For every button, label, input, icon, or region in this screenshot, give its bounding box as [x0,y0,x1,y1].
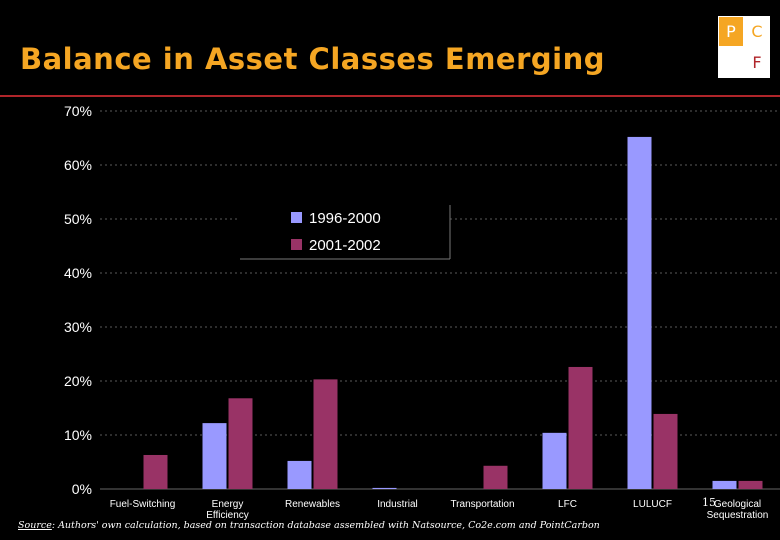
pcf-logo: P C F [718,16,770,78]
logo-letter-p: P [719,17,743,46]
x-category-label: Renewables [285,499,340,510]
bar-2001-2002-renewables [313,379,338,489]
y-tick-label: 30% [64,319,92,335]
y-tick-label: 20% [64,373,92,389]
y-tick-label: 70% [64,103,92,119]
bar-2001-2002-transportation [483,465,508,489]
source-note: Source: Authors' own calculation, based … [18,520,600,531]
bar-2001-2002-lfc [568,366,593,489]
bar-2001-2002-energy-efficiency [228,398,253,489]
slide-title: Balance in Asset Classes Emerging [20,42,606,76]
x-category-label: Efficiency [206,510,249,521]
legend-label: 2001-2002 [309,237,381,254]
logo-blank-cell [719,48,743,77]
legend-box [240,205,450,259]
y-tick-label: 40% [64,265,92,281]
x-category-label: Transportation [450,499,514,510]
source-text: : Authors' own calculation, based on tra… [51,520,600,531]
bar-1996-2000-lfc [542,432,567,489]
bar-2001-2002-fuel-switching [143,454,168,489]
bar-2001-2002-lulucf [653,413,678,489]
x-category-label: LFC [558,499,577,510]
x-category-label: Geological [714,499,761,510]
logo-letter-c: C [745,17,769,46]
bar-chart: 0% 10% 20% 30% 40% 50% 60% 70% Fuel-Switching Ene… [64,103,780,521]
y-tick-label: 0% [72,481,92,497]
y-tick-label: 60% [64,157,92,173]
legend-label: 1996-2000 [309,210,381,227]
page-number: 15 [702,496,716,509]
bar-1996-2000-industrial [372,487,397,489]
bar-1996-2000-geological-sequestration [712,480,737,489]
y-tick-label: 50% [64,211,92,227]
x-category-label: Energy [212,499,244,510]
legend-swatch [291,239,302,250]
x-category-label: Sequestration [707,510,769,521]
x-category-label: Fuel-Switching [110,499,176,510]
legend-swatch [291,212,302,223]
source-label: Source [18,520,52,531]
y-tick-label: 10% [64,427,92,443]
bar-1996-2000-renewables [287,460,312,489]
bar-1996-2000-energy-efficiency [202,423,227,489]
bar-1996-2000-lulucf [627,136,652,490]
title-divider [0,95,780,97]
bar-2001-2002-geological-sequestration [738,480,763,489]
x-category-label: Industrial [377,499,418,510]
logo-letter-f: F [745,48,769,77]
x-category-label: LULUCF [633,499,672,510]
